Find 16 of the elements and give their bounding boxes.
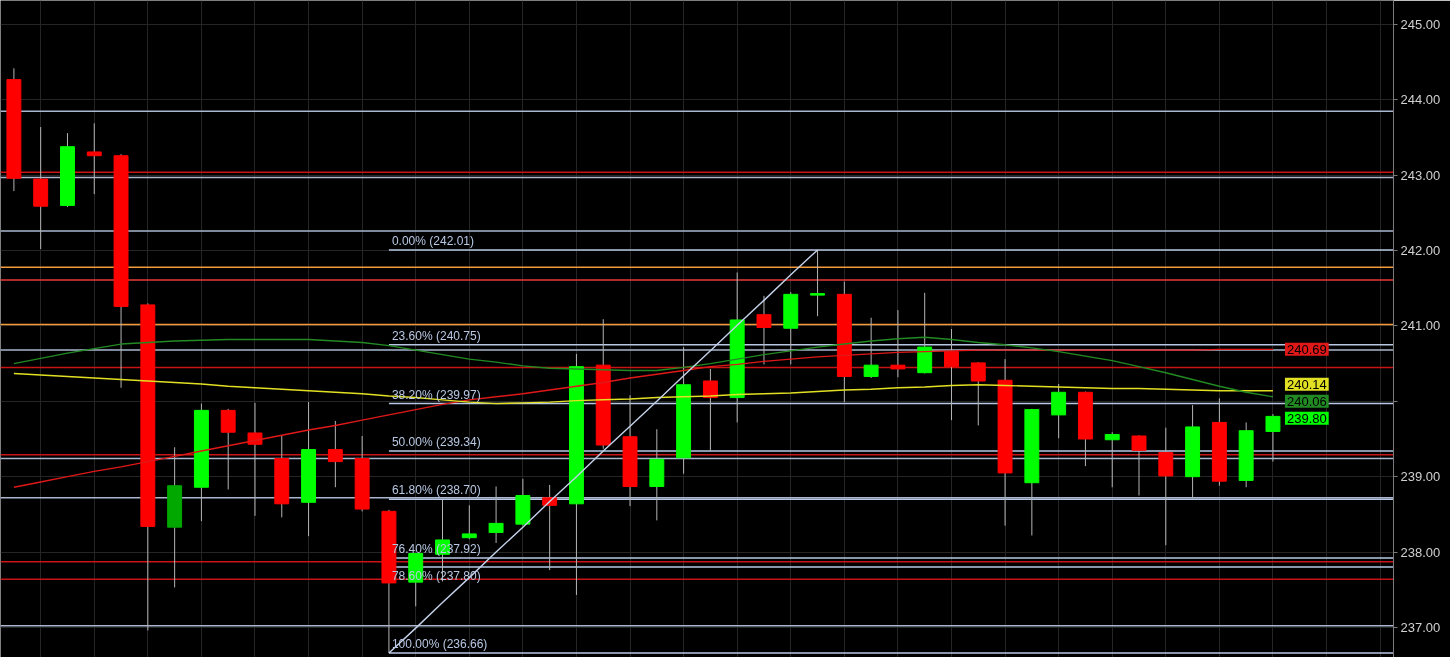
y-tick-label: 237.00 bbox=[1400, 619, 1441, 635]
data-label: 240.14 bbox=[1286, 376, 1327, 392]
ref-line-label: 0.00% (242.01) bbox=[391, 233, 474, 248]
ref-line-label: 23.60% (240.75) bbox=[391, 328, 481, 343]
y-tick-label: 242.00 bbox=[1400, 243, 1441, 259]
ref-line-label: 61.80% (238.70) bbox=[391, 483, 481, 498]
y-tick-label: 245.00 bbox=[1400, 17, 1441, 33]
y-tick-label: 239.00 bbox=[1400, 469, 1441, 485]
text: 239.80 bbox=[1286, 410, 1327, 426]
y-tick-label: 244.00 bbox=[1400, 92, 1441, 108]
ref-line-label: 50.00% (239.34) bbox=[391, 435, 481, 450]
data-label: 240.69 bbox=[1286, 341, 1327, 357]
data-label: 240.06 bbox=[1286, 393, 1327, 409]
y-tick-label: 243.00 bbox=[1400, 167, 1441, 183]
y-tick-label: 238.00 bbox=[1400, 544, 1441, 560]
y-tick-label: 241.00 bbox=[1400, 318, 1441, 334]
